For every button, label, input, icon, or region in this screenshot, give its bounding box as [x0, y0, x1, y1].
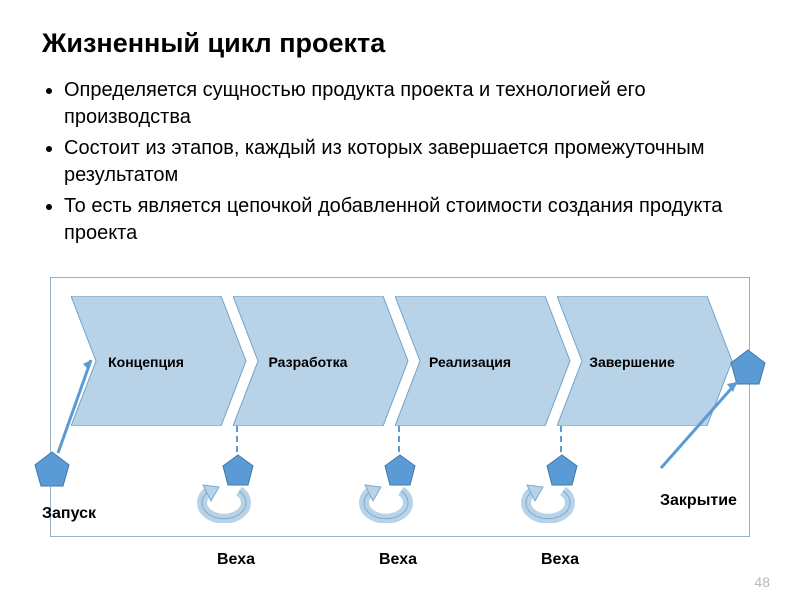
milestone-label: Веха: [520, 551, 600, 569]
stage-label: Разработка: [233, 354, 383, 370]
end-label: Закрытие: [660, 492, 737, 510]
start-label: Запуск: [42, 505, 96, 523]
milestone-label: Веха: [358, 551, 438, 569]
stage-realization: Реализация: [395, 296, 565, 426]
slide: Жизненный цикл проекта Определяется сущн…: [0, 0, 800, 600]
slide-title: Жизненный цикл проекта: [42, 28, 758, 59]
stage-label: Завершение: [557, 354, 707, 370]
milestone-label: Веха: [196, 551, 276, 569]
stage-label: Реализация: [395, 354, 545, 370]
stage-divider: [236, 426, 238, 452]
stage-divider: [560, 426, 562, 452]
loop-arrow-icon: [513, 481, 583, 528]
bullet-item: То есть является цепочкой добавленной ст…: [64, 193, 758, 247]
stage-divider: [398, 426, 400, 452]
bullet-item: Состоит из этапов, каждый из которых зав…: [64, 135, 758, 189]
page-number: 48: [754, 574, 770, 590]
bullet-list: Определяется сущностью продукта проекта …: [42, 77, 758, 247]
loop-arrow-icon: [189, 481, 259, 528]
loop-arrow-icon: [351, 481, 421, 528]
bullet-item: Определяется сущностью продукта проекта …: [64, 77, 758, 131]
stage-development: Разработка: [233, 296, 403, 426]
end-connector: [651, 378, 771, 498]
lifecycle-diagram: Концепция Разработка Реализация Завершен…: [50, 277, 750, 537]
start-connector: [47, 348, 107, 478]
